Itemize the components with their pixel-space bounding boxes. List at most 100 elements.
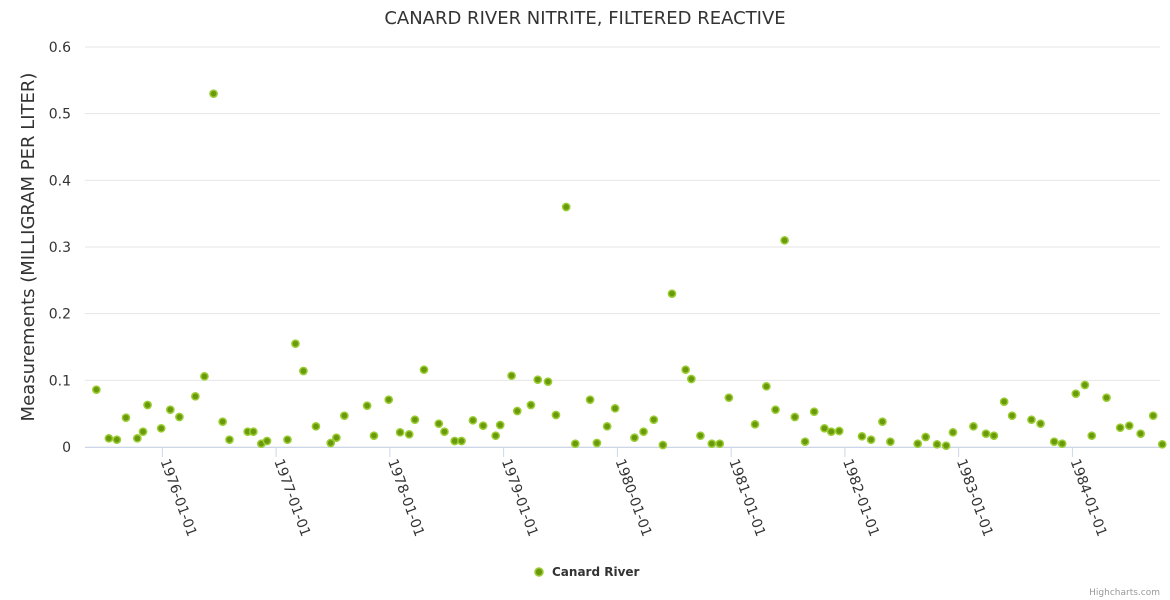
- data-point[interactable]: [639, 427, 648, 437]
- data-point[interactable]: [570, 439, 580, 449]
- data-point[interactable]: [969, 421, 978, 431]
- data-point[interactable]: [1136, 429, 1146, 439]
- data-point[interactable]: [512, 406, 522, 416]
- data-point[interactable]: [419, 365, 429, 375]
- data-point[interactable]: [311, 421, 321, 431]
- data-point[interactable]: [857, 431, 867, 441]
- data-point[interactable]: [981, 429, 991, 439]
- data-point[interactable]: [1080, 380, 1090, 390]
- data-point[interactable]: [225, 435, 234, 445]
- data-point[interactable]: [866, 435, 876, 445]
- data-point[interactable]: [1157, 439, 1167, 449]
- data-point[interactable]: [404, 429, 414, 439]
- data-point[interactable]: [533, 375, 543, 385]
- data-point[interactable]: [138, 427, 148, 437]
- data-point[interactable]: [457, 436, 466, 446]
- data-point[interactable]: [468, 415, 478, 425]
- data-point[interactable]: [800, 437, 810, 447]
- data-point[interactable]: [886, 437, 895, 447]
- data-point[interactable]: [299, 366, 308, 376]
- data-point[interactable]: [1071, 389, 1081, 399]
- data-point[interactable]: [1087, 431, 1097, 441]
- data-point[interactable]: [610, 403, 620, 413]
- data-point[interactable]: [1007, 411, 1017, 421]
- data-point[interactable]: [686, 374, 696, 384]
- data-point[interactable]: [715, 439, 725, 449]
- data-point[interactable]: [283, 435, 292, 445]
- data-point[interactable]: [543, 377, 553, 387]
- data-point[interactable]: [478, 421, 488, 431]
- data-point[interactable]: [724, 393, 734, 403]
- data-point[interactable]: [1115, 423, 1125, 433]
- data-point[interactable]: [790, 412, 800, 422]
- data-point[interactable]: [434, 419, 444, 429]
- data-point[interactable]: [1057, 439, 1067, 449]
- data-point[interactable]: [1049, 437, 1059, 447]
- data-point[interactable]: [132, 433, 142, 443]
- data-point[interactable]: [1148, 411, 1158, 421]
- data-point[interactable]: [602, 421, 612, 431]
- data-point[interactable]: [592, 438, 602, 448]
- data-point[interactable]: [878, 417, 887, 427]
- legend-marker[interactable]: [534, 567, 544, 577]
- data-point[interactable]: [707, 439, 717, 449]
- data-point[interactable]: [92, 385, 101, 395]
- data-point[interactable]: [395, 427, 405, 437]
- data-point[interactable]: [384, 395, 394, 405]
- data-point[interactable]: [362, 401, 372, 411]
- data-point[interactable]: [175, 412, 184, 422]
- data-point[interactable]: [262, 436, 272, 446]
- data-point[interactable]: [941, 441, 951, 451]
- data-point[interactable]: [249, 427, 258, 437]
- data-point[interactable]: [948, 427, 958, 437]
- data-point[interactable]: [200, 371, 209, 381]
- data-point[interactable]: [667, 289, 677, 299]
- data-point[interactable]: [410, 415, 420, 425]
- data-point[interactable]: [989, 431, 999, 441]
- data-point[interactable]: [291, 339, 300, 349]
- credits-link[interactable]: Highcharts.com: [1089, 588, 1160, 598]
- data-point[interactable]: [112, 435, 122, 445]
- data-point[interactable]: [809, 407, 819, 417]
- data-point[interactable]: [561, 202, 571, 212]
- data-point[interactable]: [913, 439, 923, 449]
- data-point[interactable]: [932, 439, 942, 449]
- data-point[interactable]: [826, 427, 836, 437]
- data-point[interactable]: [369, 431, 379, 441]
- data-point[interactable]: [507, 371, 516, 381]
- data-point[interactable]: [143, 400, 152, 410]
- data-point[interactable]: [921, 432, 931, 442]
- data-point[interactable]: [649, 415, 659, 425]
- data-point[interactable]: [332, 433, 341, 443]
- data-point[interactable]: [630, 433, 639, 443]
- data-point[interactable]: [551, 410, 561, 420]
- data-point[interactable]: [1124, 421, 1134, 431]
- data-point[interactable]: [104, 433, 114, 443]
- data-point[interactable]: [165, 405, 175, 415]
- data-point[interactable]: [999, 397, 1009, 407]
- data-point[interactable]: [340, 411, 349, 421]
- data-point[interactable]: [190, 391, 200, 401]
- data-point[interactable]: [526, 400, 536, 410]
- data-point[interactable]: [156, 423, 166, 433]
- data-point[interactable]: [834, 426, 844, 436]
- data-point[interactable]: [658, 440, 668, 450]
- data-point[interactable]: [820, 423, 829, 433]
- data-point[interactable]: [762, 381, 771, 391]
- legend-item-canard-river[interactable]: Canard River: [552, 565, 640, 579]
- data-point[interactable]: [218, 417, 227, 427]
- data-point[interactable]: [121, 413, 131, 423]
- data-point[interactable]: [209, 89, 218, 99]
- data-point[interactable]: [495, 420, 505, 430]
- data-point[interactable]: [696, 431, 705, 441]
- data-point[interactable]: [780, 235, 789, 245]
- data-point[interactable]: [491, 431, 501, 441]
- data-point[interactable]: [440, 427, 449, 437]
- data-point[interactable]: [1102, 393, 1111, 403]
- data-point[interactable]: [771, 405, 780, 415]
- data-point[interactable]: [1027, 415, 1036, 425]
- data-point[interactable]: [585, 395, 595, 405]
- data-point[interactable]: [1036, 419, 1045, 429]
- data-point[interactable]: [681, 365, 690, 375]
- legend[interactable]: Canard River: [534, 565, 640, 579]
